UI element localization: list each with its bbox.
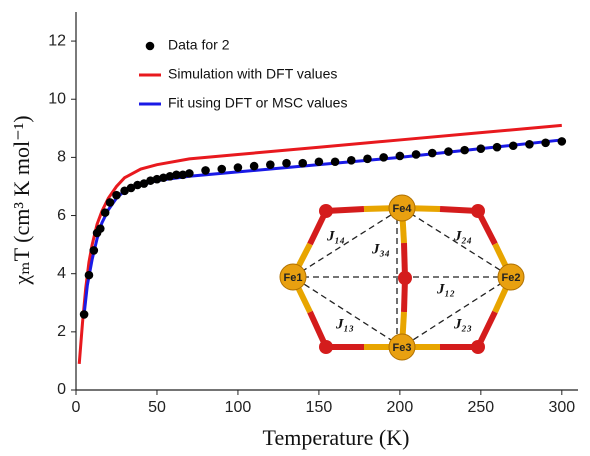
- data-point: [90, 246, 99, 255]
- data-point: [363, 155, 372, 164]
- data-point: [217, 165, 226, 174]
- data-point: [331, 157, 340, 166]
- data-point: [250, 162, 259, 171]
- data-point: [493, 143, 502, 152]
- x-tick-label: 100: [225, 399, 252, 416]
- data-point: [541, 139, 550, 148]
- data-point: [201, 166, 210, 175]
- coupling-label: J₃₄: [371, 241, 390, 257]
- data-point: [112, 191, 121, 200]
- y-tick-label: 2: [57, 323, 66, 340]
- x-tick-label: 200: [387, 399, 414, 416]
- data-point: [282, 159, 291, 168]
- y-tick-label: 0: [57, 381, 66, 398]
- x-tick-label: 50: [148, 399, 166, 416]
- node-label: Fe2: [502, 272, 521, 284]
- data-point: [428, 149, 437, 158]
- y-tick-label: 4: [57, 265, 66, 282]
- data-point: [525, 140, 534, 149]
- legend-label: Data for 2: [168, 37, 230, 53]
- data-point: [460, 146, 469, 155]
- x-tick-label: 0: [72, 399, 81, 416]
- data-point: [412, 150, 421, 159]
- data-point: [558, 137, 567, 146]
- data-point: [379, 153, 388, 162]
- coupling-label: J₁₂: [436, 281, 455, 297]
- node-label: Fe4: [393, 203, 413, 215]
- data-point: [444, 147, 453, 156]
- data-point: [96, 224, 105, 233]
- data-point: [315, 157, 324, 166]
- coupling-label: J₁₄: [326, 228, 345, 244]
- chart: 0 50 100 150 200 250 300 0 2 4 6 8 10 12 Data for 2 Sim…: [0, 0, 590, 456]
- data-point: [347, 156, 356, 165]
- data-point: [396, 152, 405, 161]
- data-point: [85, 271, 94, 280]
- data-point: [185, 169, 194, 178]
- legend-label: Simulation with DFT values: [168, 66, 337, 82]
- legend-marker: [146, 42, 155, 51]
- data-point: [234, 163, 243, 172]
- data-point: [298, 159, 307, 168]
- legend-label: Fit using DFT or MSC values: [168, 95, 347, 111]
- node-label: Fe1: [284, 272, 303, 284]
- coupling-label: J₂₄: [453, 228, 472, 244]
- y-axis-title: χₘT (cm³ K mol⁻¹): [9, 115, 34, 285]
- data-point: [80, 310, 89, 319]
- y-tick-label: 10: [48, 90, 66, 107]
- y-tick-label: 12: [48, 32, 66, 49]
- data-point: [477, 144, 486, 153]
- x-axis-title: Temperature (K): [263, 425, 410, 450]
- x-tick-label: 150: [306, 399, 333, 416]
- y-tick-label: 8: [57, 149, 66, 166]
- y-tick-label: 6: [57, 207, 66, 224]
- data-point: [266, 160, 275, 169]
- node-label: Fe3: [393, 342, 412, 354]
- coupling-label: J₁₃: [335, 316, 354, 332]
- coupling-label: J₂₃: [453, 316, 472, 332]
- data-point: [106, 198, 115, 207]
- x-tick-label: 300: [548, 399, 575, 416]
- data-point: [101, 208, 110, 217]
- x-tick-label: 250: [467, 399, 494, 416]
- data-point: [509, 141, 518, 150]
